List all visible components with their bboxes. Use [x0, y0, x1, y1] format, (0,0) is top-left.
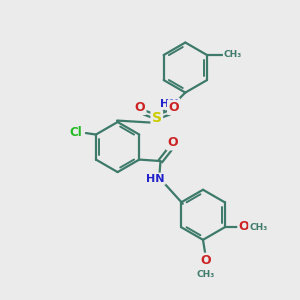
Text: HN: HN: [146, 174, 165, 184]
Text: S: S: [152, 112, 162, 125]
Text: CH₃: CH₃: [197, 270, 215, 279]
Text: O: O: [135, 101, 145, 114]
Text: CH₃: CH₃: [224, 50, 242, 59]
Text: HN: HN: [160, 99, 179, 109]
Text: O: O: [167, 136, 178, 149]
Text: Cl: Cl: [69, 126, 82, 139]
Text: O: O: [238, 220, 249, 233]
Text: CH₃: CH₃: [249, 223, 267, 232]
Text: O: O: [168, 101, 179, 114]
Text: O: O: [200, 254, 211, 267]
